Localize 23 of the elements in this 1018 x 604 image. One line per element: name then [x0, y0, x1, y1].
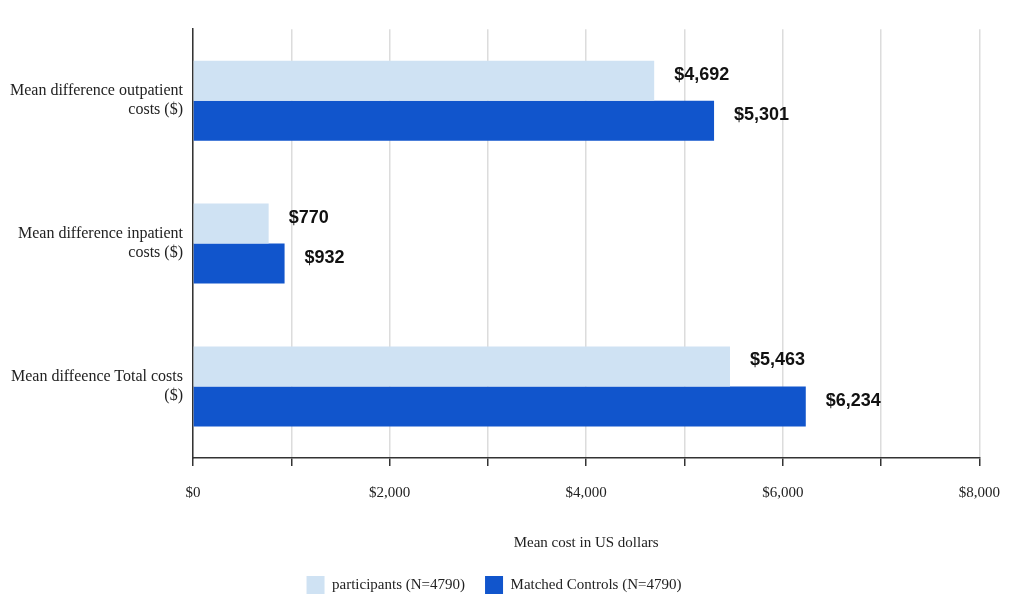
data-label: $932 — [304, 246, 345, 267]
bar — [193, 243, 285, 284]
bar — [193, 203, 269, 244]
y-tick-label: Mean diffeence Total costs ($) — [10, 367, 183, 405]
data-label: $4,692 — [674, 63, 730, 84]
y-tick-label: Mean difference inpatient costs ($) — [17, 224, 184, 262]
bar — [193, 60, 655, 101]
data-label: $5,463 — [749, 349, 806, 370]
bar — [193, 100, 715, 141]
data-label: $5,301 — [734, 103, 790, 124]
bar — [193, 386, 806, 427]
x-axis-title: Mean cost in US dollars — [513, 533, 659, 550]
y-tick-label: Mean difference outpatient costs ($) — [9, 81, 184, 119]
x-tick-label: $6,000 — [762, 483, 804, 500]
legend-label: participants (N=4790) — [332, 575, 466, 593]
x-tick-label: $8,000 — [958, 483, 1000, 500]
bar — [193, 346, 730, 387]
data-label: $770 — [288, 206, 329, 227]
x-tick-label: $2,000 — [368, 483, 411, 500]
legend-label: Matched Controls (N=4790) — [510, 575, 682, 593]
x-tick-label: $4,000 — [565, 483, 607, 500]
data-label: $6,234 — [825, 389, 881, 410]
x-tick-label: $0 — [185, 483, 201, 500]
